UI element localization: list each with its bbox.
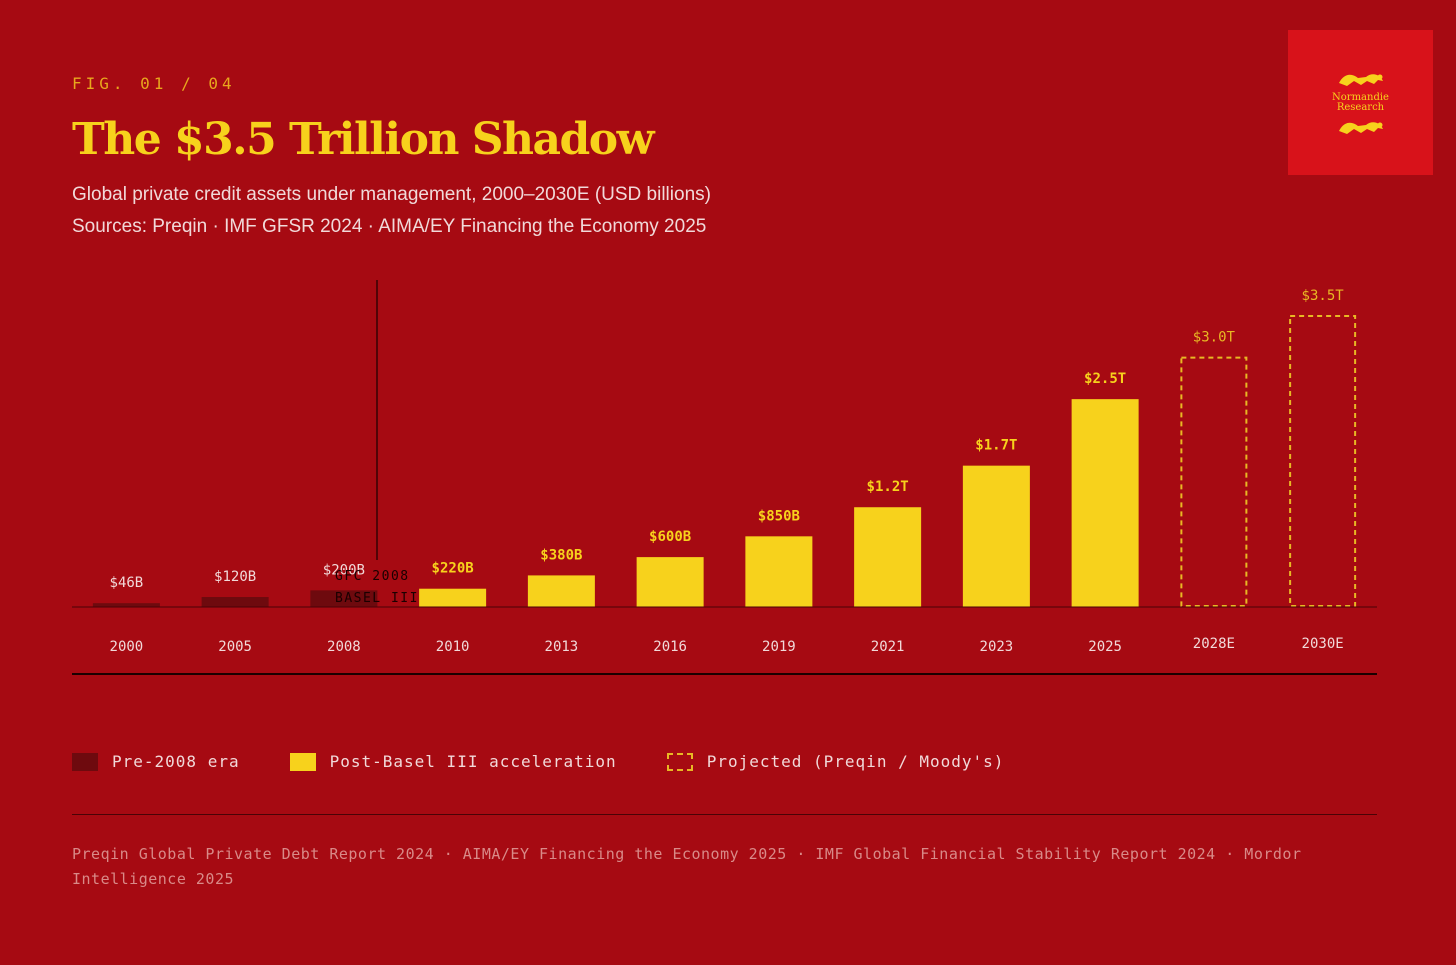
x-tick-label: 2000	[110, 639, 144, 655]
bar-2025	[1071, 399, 1139, 607]
data-label-2021: $1.2T	[867, 479, 909, 495]
data-label-2005: $120B	[214, 569, 256, 585]
logo-wordmark: Normandie Research	[1332, 91, 1389, 113]
x-tick-label: 2019	[762, 639, 796, 655]
data-label-2023: $1.7T	[975, 438, 1017, 454]
legend-swatch-proj	[666, 752, 693, 771]
bar-2019	[745, 536, 813, 607]
bar-2000	[92, 603, 160, 607]
chart-legend: Pre-2008 era Post-Basel III acceleration…	[72, 752, 1054, 771]
x-tick-label: 2028E	[1193, 636, 1235, 652]
bar-2023	[962, 465, 1030, 607]
chart-sources: Sources: Preqin · IMF GFSR 2024 · AIMA/E…	[72, 216, 707, 237]
bar-projected-2028E	[1180, 356, 1248, 608]
x-tick-label: 2010	[436, 639, 470, 655]
legend-label-proj: Projected (Preqin / Moody's)	[706, 752, 1005, 771]
data-label-2000: $46B	[110, 575, 144, 591]
bar-2013	[527, 575, 595, 607]
footer-citation: Preqin Global Private Debt Report 2024 ·…	[72, 845, 1302, 888]
bar-2016	[636, 557, 704, 607]
chart-subtitle: Global private credit assets under manag…	[72, 184, 711, 205]
x-tick-label: 2023	[980, 639, 1014, 655]
legend-item-pre: Pre-2008 era	[72, 752, 240, 771]
data-label-2028E: $3.0T	[1193, 330, 1236, 346]
bar-2010	[419, 588, 487, 607]
x-tick-label: 2030E	[1302, 636, 1344, 652]
brand-logo: Normandie Research	[1288, 30, 1433, 175]
data-label-2016: $600B	[649, 529, 691, 545]
bar-chart: $46B 2000 $120B 2005 $200B 2008 $220B 2010 $380B…	[72, 280, 1377, 675]
legend-label-pre: Pre-2008 era	[112, 752, 240, 771]
bar-2008	[310, 590, 378, 607]
legend-item-post: Post-Basel III acceleration	[289, 752, 617, 771]
bar-projected-2030E	[1289, 315, 1357, 607]
data-label-2030E: $3.5T	[1302, 288, 1345, 304]
bar-2021	[854, 507, 922, 607]
legend-swatch-pre	[72, 752, 98, 771]
data-label-2010: $220B	[432, 561, 474, 577]
data-label-2008: $200B	[323, 562, 365, 578]
x-tick-label: 2005	[218, 639, 252, 655]
lion-bottom-icon	[1338, 121, 1383, 134]
x-tick-label: 2008	[327, 639, 361, 655]
x-tick-label: 2025	[1088, 639, 1122, 655]
legend-swatch-post	[289, 752, 316, 771]
annotation-text: BASEL III	[335, 591, 419, 606]
x-tick-label: 2016	[653, 639, 687, 655]
legend-label-post: Post-Basel III acceleration	[329, 752, 617, 771]
data-label-2019: $850B	[758, 508, 800, 524]
data-label-2013: $380B	[540, 547, 582, 563]
x-tick-label: 2013	[545, 639, 579, 655]
lion-top-icon	[1338, 73, 1383, 86]
page-title: The $3.5 Trillion Shadow	[72, 114, 655, 165]
figure-label: FIG. 01 / 04	[72, 74, 236, 93]
data-label-2025: $2.5T	[1084, 371, 1126, 387]
x-tick-label: 2021	[871, 639, 905, 655]
bar-2005	[201, 597, 269, 607]
annotation-text: GFC 2008	[335, 569, 410, 584]
legend-item-proj: Projected (Preqin / Moody's)	[666, 752, 1005, 771]
footer-divider	[72, 814, 1377, 815]
